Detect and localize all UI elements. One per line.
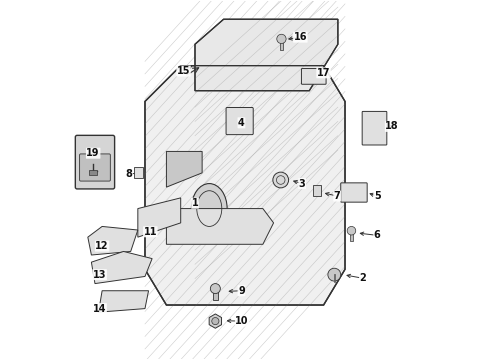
Bar <box>350 231 353 241</box>
Bar <box>334 274 335 282</box>
Bar <box>89 170 98 175</box>
FancyBboxPatch shape <box>226 108 253 135</box>
Circle shape <box>347 226 356 235</box>
Text: 10: 10 <box>235 316 249 326</box>
Text: 7: 7 <box>334 191 341 201</box>
Text: 12: 12 <box>96 241 109 251</box>
FancyBboxPatch shape <box>362 111 387 145</box>
Circle shape <box>210 284 221 294</box>
Circle shape <box>277 34 286 44</box>
Text: 17: 17 <box>317 68 330 78</box>
Polygon shape <box>138 198 181 237</box>
Text: 16: 16 <box>294 32 307 42</box>
Bar <box>213 289 218 300</box>
Bar <box>280 39 283 50</box>
FancyBboxPatch shape <box>75 135 115 189</box>
FancyBboxPatch shape <box>79 154 110 181</box>
Text: 13: 13 <box>93 270 106 280</box>
Text: 5: 5 <box>374 191 381 201</box>
Polygon shape <box>195 19 338 91</box>
Text: 19: 19 <box>86 148 100 158</box>
Text: 15: 15 <box>177 66 190 76</box>
Polygon shape <box>167 208 273 244</box>
Polygon shape <box>88 226 138 255</box>
Text: 9: 9 <box>238 286 245 296</box>
Text: 2: 2 <box>360 273 366 283</box>
FancyBboxPatch shape <box>341 183 367 202</box>
Polygon shape <box>92 251 152 284</box>
Text: 3: 3 <box>299 179 306 189</box>
Polygon shape <box>145 66 345 305</box>
Bar <box>313 185 321 196</box>
Text: 18: 18 <box>385 121 399 131</box>
Text: 1: 1 <box>192 198 198 208</box>
Text: 4: 4 <box>238 118 245 128</box>
Circle shape <box>273 172 289 188</box>
Polygon shape <box>167 152 202 187</box>
Text: 8: 8 <box>125 168 132 179</box>
Circle shape <box>328 268 341 281</box>
Ellipse shape <box>192 184 227 234</box>
Circle shape <box>212 318 219 325</box>
Text: 11: 11 <box>144 227 157 237</box>
Bar <box>134 167 143 178</box>
Text: 14: 14 <box>93 303 106 314</box>
Text: 6: 6 <box>374 230 381 240</box>
FancyBboxPatch shape <box>301 68 326 84</box>
Polygon shape <box>98 291 148 312</box>
